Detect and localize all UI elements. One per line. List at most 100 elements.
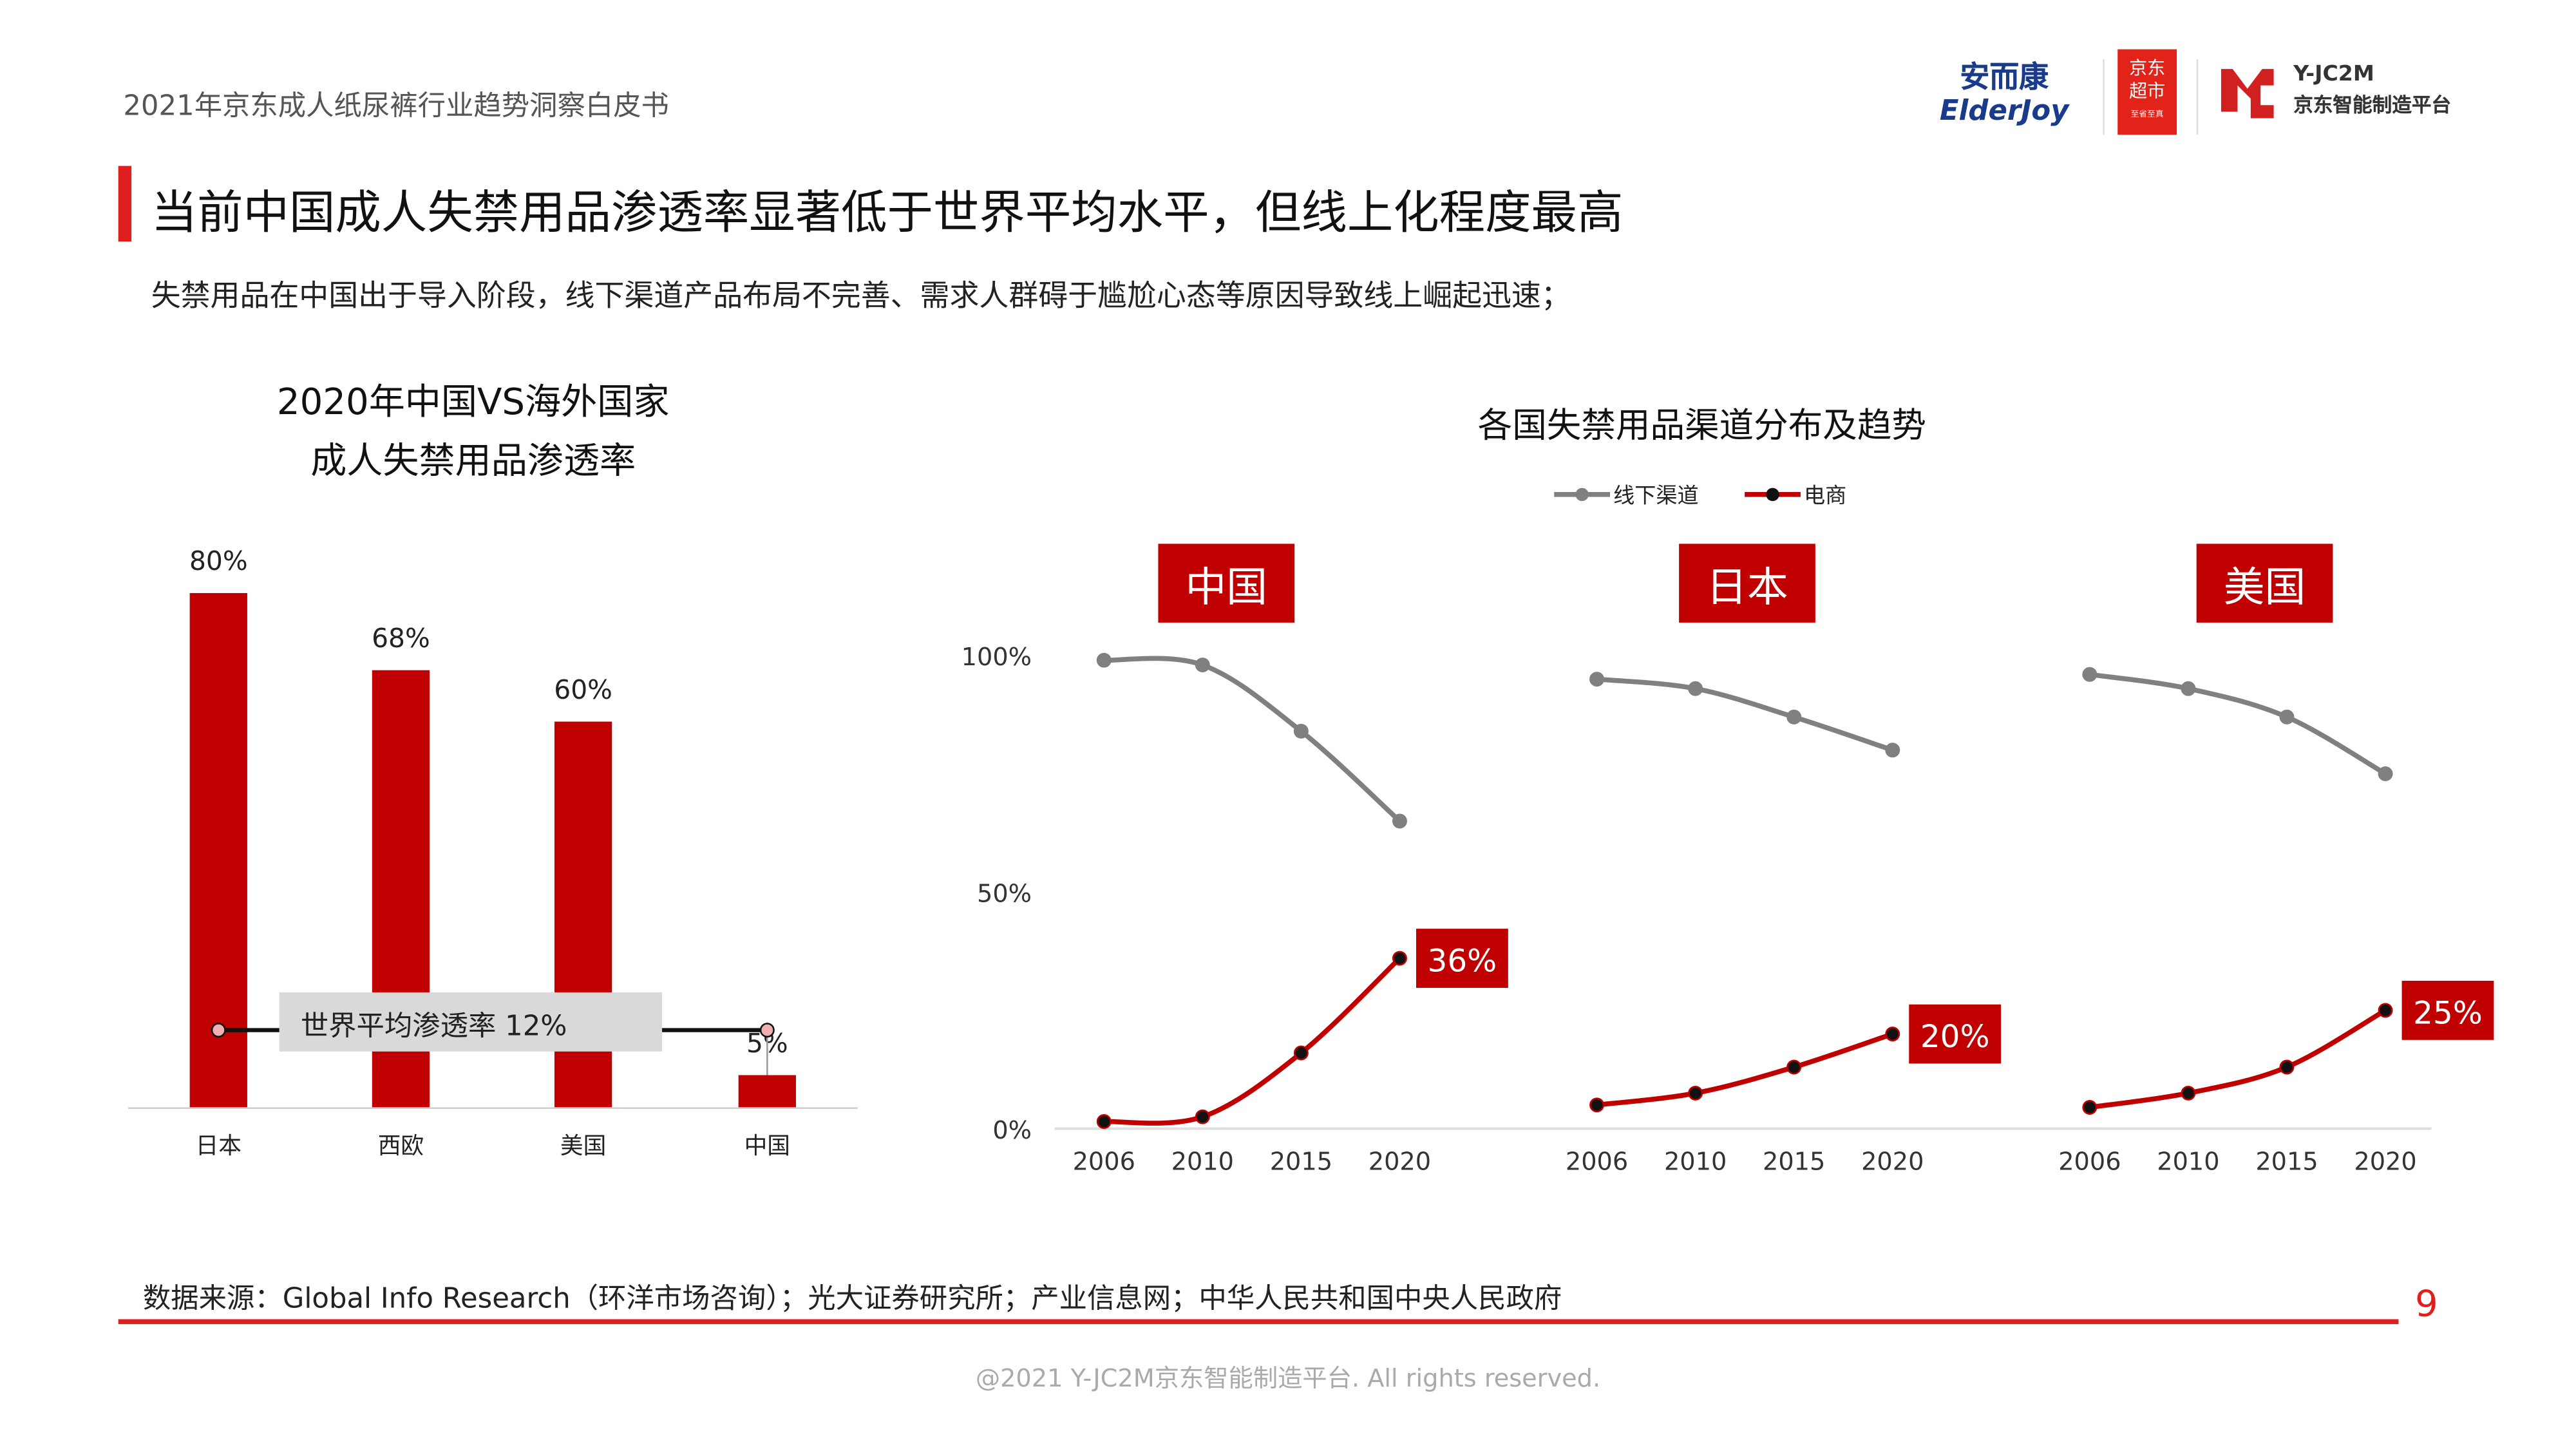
data-point-线下渠道: [1096, 652, 1112, 668]
data-point-电商: [1885, 1027, 1900, 1042]
series-line-电商: [1596, 1031, 1893, 1108]
legend-online: 电商: [1804, 483, 1846, 508]
bar-chart-title-line1: 2020年中国VS海外国家: [277, 381, 670, 423]
x-tick-label: 2015: [1270, 1147, 1332, 1176]
subtitle: 失禁用品在中国出于导入阶段，线下渠道产品布局不完善、需求人群碍于尴尬心态等原因导…: [151, 279, 1571, 314]
data-point-电商: [2082, 1099, 2098, 1115]
logo-elderjoy: 安而康 ElderJoy: [1922, 62, 2087, 128]
data-point-电商: [1688, 1085, 1703, 1101]
reference-endpoint: [211, 1023, 226, 1038]
series-line-线下渠道: [1596, 676, 1893, 753]
data-point-电商: [2378, 1003, 2393, 1018]
data-point-电商: [1195, 1109, 1210, 1124]
line-chart-title: 各国失禁用品渠道分布及趋势: [1478, 405, 1926, 446]
data-point-线下渠道: [2181, 681, 2196, 696]
bar-category-label: 日本: [196, 1133, 242, 1159]
bar-category-label: 中国: [744, 1133, 790, 1159]
x-tick-label: 2006: [1073, 1147, 1135, 1176]
y-tick-100: 100%: [961, 643, 1032, 672]
panel-title: 中国: [1186, 564, 1268, 612]
series-line-线下渠道: [1104, 656, 1402, 823]
yjc2m-logo-icon: [2221, 69, 2274, 118]
title-accent-bar: [118, 166, 132, 242]
series-line-线下渠道: [2089, 672, 2387, 776]
end-label-box: [1909, 1004, 2002, 1064]
data-point-线下渠道: [2378, 766, 2393, 782]
data-point-线下渠道: [1786, 709, 1802, 724]
end-label: 36%: [1428, 943, 1497, 979]
data-source: 数据来源：Global Info Research（环洋市场咨询）；光大证券研究…: [142, 1283, 1562, 1316]
reference-line-group: 世界平均渗透率 12%: [211, 992, 775, 1075]
x-tick-label: 2015: [1763, 1147, 1825, 1176]
panel-中国: 中国 2006 2010 2015 2020 36%: [1073, 544, 1508, 1176]
bar-category-label: 西欧: [378, 1133, 424, 1159]
x-tick-label: 2010: [1664, 1147, 1727, 1176]
data-point-电商: [2279, 1059, 2295, 1075]
data-point-线下渠道: [2082, 667, 2098, 682]
panel-title: 美国: [2224, 564, 2306, 612]
logo-jd-market: 京东超市 至省至真: [2117, 49, 2177, 135]
panel-title-box: [1679, 544, 1815, 623]
legend: 线下渠道 电商: [1554, 483, 1846, 508]
bar-日本: [189, 592, 247, 1108]
legend-online-marker: [1766, 488, 1779, 502]
end-label: 20%: [1920, 1019, 1990, 1055]
data-point-线下渠道: [1885, 743, 1900, 758]
document-title: 2021年京东成人纸尿裤行业趋势洞察白皮书: [123, 90, 669, 124]
elderjoy-en: ElderJoy: [1939, 95, 2069, 128]
jd-market-slogan: 至省至真: [2130, 109, 2164, 120]
panel-title: 日本: [1706, 564, 1788, 612]
panels: 中国 2006 2010 2015 2020 36% 日本 2006 2010 2015 2020 2…: [1073, 544, 2494, 1176]
data-point-电商: [1786, 1059, 1802, 1075]
x-tick-label: 2015: [2255, 1147, 2318, 1176]
data-point-线下渠道: [1688, 681, 1703, 696]
data-point-电商: [1392, 951, 1407, 966]
panel-title-box: [2196, 544, 2333, 623]
x-tick-label: 2010: [2157, 1147, 2219, 1176]
bar-data-label: 80%: [189, 545, 248, 576]
footer-divider: [118, 1319, 2399, 1325]
panel-美国: 美国 2006 2010 2015 2020 25%: [2058, 544, 2494, 1176]
end-label: 25%: [2413, 995, 2483, 1031]
y-tick-50: 50%: [977, 879, 1032, 908]
x-tick-label: 2006: [2058, 1147, 2121, 1176]
panel-title-box: [1158, 544, 1295, 623]
x-tick-label: 2020: [1861, 1147, 1924, 1176]
bar-category-label: 美国: [560, 1133, 606, 1159]
reference-endpoint: [759, 1023, 775, 1038]
bar-data-label: 60%: [554, 674, 612, 705]
bar-中国: [738, 1075, 796, 1108]
data-point-电商: [1096, 1114, 1112, 1129]
elderjoy-cn: 安而康: [1960, 61, 2049, 95]
data-point-线下渠道: [2279, 709, 2295, 724]
data-point-电商: [2181, 1085, 2196, 1101]
reference-label: 世界平均渗透率 12%: [301, 1010, 567, 1042]
bar-data-label: 68%: [372, 623, 430, 654]
data-point-线下渠道: [1392, 813, 1407, 829]
end-label-box: [1416, 929, 1508, 988]
data-point-线下渠道: [1293, 723, 1309, 739]
yjc2m-name: Y-JC2M: [2293, 62, 2374, 88]
reference-label-box: [279, 992, 663, 1052]
y-tick-0: 0%: [992, 1116, 1032, 1145]
data-point-电商: [1293, 1045, 1309, 1061]
jd-market-text: 京东超市: [2129, 57, 2166, 102]
yjc2m-cn: 京东智能制造平台: [2293, 93, 2452, 117]
data-point-线下渠道: [1195, 658, 1210, 673]
legend-offline-marker: [1575, 488, 1589, 502]
data-point-线下渠道: [1589, 672, 1605, 687]
series-line-电商: [2089, 1008, 2387, 1110]
x-tick-label: 2020: [1368, 1147, 1431, 1176]
legend-offline: 线下渠道: [1613, 483, 1699, 508]
x-tick-label: 2020: [2354, 1147, 2416, 1176]
x-tick-label: 2006: [1566, 1147, 1628, 1176]
page-number: 9: [2414, 1284, 2438, 1326]
panel-日本: 日本 2006 2010 2015 2020 20%: [1566, 544, 2002, 1176]
bar-chart-title-line2: 成人失禁用品渗透率: [310, 440, 636, 482]
copyright: @2021 Y-JC2M京东智能制造平台. All rights reserve…: [975, 1363, 1601, 1394]
series-line-电商: [1104, 956, 1402, 1126]
main-title: 当前中国成人失禁用品渗透率显著低于世界平均水平，但线上化程度最高: [151, 185, 1624, 240]
